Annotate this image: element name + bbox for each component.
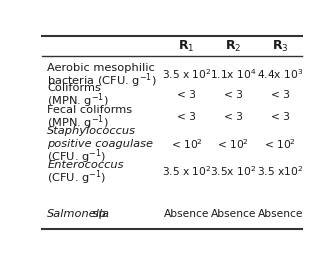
Text: Aerobic mesophilic: Aerobic mesophilic bbox=[47, 63, 155, 73]
Text: < 3: < 3 bbox=[224, 112, 243, 122]
Text: 1.1x 10$^{4}$: 1.1x 10$^{4}$ bbox=[210, 68, 257, 81]
Text: sp.: sp. bbox=[89, 209, 110, 219]
Text: < 3: < 3 bbox=[177, 112, 196, 122]
Text: < 3: < 3 bbox=[224, 90, 243, 100]
Text: (MPN. g$^{-1}$): (MPN. g$^{-1}$) bbox=[47, 92, 109, 110]
Text: Absence: Absence bbox=[164, 209, 209, 219]
Text: R$_3$: R$_3$ bbox=[272, 39, 289, 54]
Text: (MPN. g$^{-1}$): (MPN. g$^{-1}$) bbox=[47, 114, 109, 132]
Text: 3.5 x 10$^{2}$: 3.5 x 10$^{2}$ bbox=[162, 68, 211, 81]
Text: Absence: Absence bbox=[211, 209, 256, 219]
Text: Absence: Absence bbox=[257, 209, 303, 219]
Text: < 10$^{2}$: < 10$^{2}$ bbox=[264, 137, 296, 151]
Text: R$_1$: R$_1$ bbox=[178, 39, 195, 54]
Text: bacteria (CFU. g$^{-1}$): bacteria (CFU. g$^{-1}$) bbox=[47, 72, 157, 90]
Text: positive coagulase: positive coagulase bbox=[47, 139, 153, 149]
Text: (CFU. g$^{-1}$): (CFU. g$^{-1}$) bbox=[47, 147, 107, 166]
Text: Enterococcus: Enterococcus bbox=[47, 160, 124, 170]
Text: 3.5 x 10$^{2}$: 3.5 x 10$^{2}$ bbox=[162, 164, 211, 178]
Text: R$_2$: R$_2$ bbox=[225, 39, 242, 54]
Text: 4.4x 10$^{3}$: 4.4x 10$^{3}$ bbox=[257, 68, 303, 81]
Text: < 3: < 3 bbox=[271, 90, 290, 100]
Text: 3.5x 10$^{2}$: 3.5x 10$^{2}$ bbox=[210, 164, 256, 178]
Text: < 10$^{2}$: < 10$^{2}$ bbox=[171, 137, 203, 151]
Text: < 3: < 3 bbox=[271, 112, 290, 122]
Text: Fecal coliforms: Fecal coliforms bbox=[47, 105, 132, 115]
Text: 3.5 x10$^{2}$: 3.5 x10$^{2}$ bbox=[257, 164, 303, 178]
Text: Staphylococcus: Staphylococcus bbox=[47, 126, 136, 136]
Text: (CFU. g$^{-1}$): (CFU. g$^{-1}$) bbox=[47, 168, 107, 187]
Text: Salmonella: Salmonella bbox=[47, 209, 110, 219]
Text: Coliforms: Coliforms bbox=[47, 83, 101, 93]
Text: < 10$^{2}$: < 10$^{2}$ bbox=[217, 137, 249, 151]
Text: < 3: < 3 bbox=[177, 90, 196, 100]
